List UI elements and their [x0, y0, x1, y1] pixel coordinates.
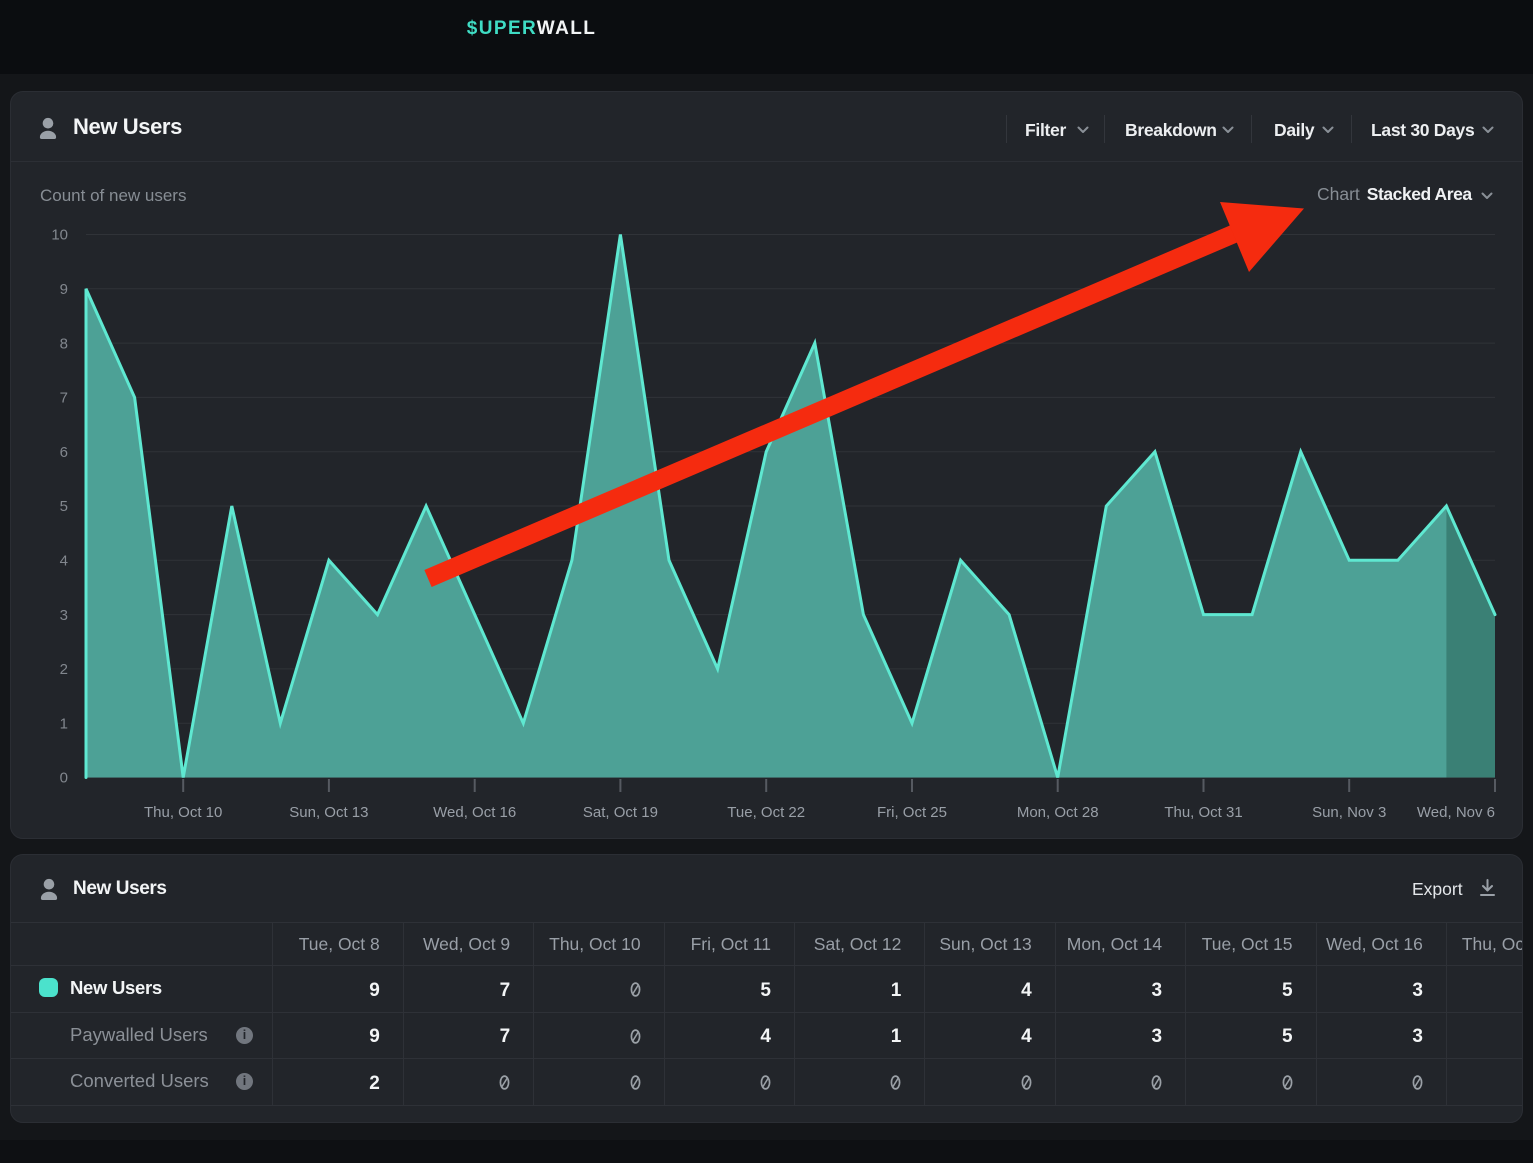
svg-text:Mon, Oct 28: Mon, Oct 28 [1017, 804, 1099, 821]
svg-text:3: 3 [60, 607, 68, 624]
svg-text:Tue, Oct 22: Tue, Oct 22 [727, 804, 805, 821]
svg-text:Wed, Nov 6: Wed, Nov 6 [1417, 804, 1495, 821]
svg-text:Sat, Oct 19: Sat, Oct 19 [583, 804, 658, 821]
svg-text:Fri, Oct 25: Fri, Oct 25 [877, 804, 947, 821]
svg-text:7: 7 [60, 390, 68, 407]
svg-text:10: 10 [51, 227, 68, 244]
svg-text:9: 9 [60, 281, 68, 298]
svg-text:6: 6 [60, 444, 68, 461]
svg-text:Thu, Oct 10: Thu, Oct 10 [144, 804, 222, 821]
svg-text:Thu, Oct 31: Thu, Oct 31 [1164, 804, 1242, 821]
svg-text:2: 2 [60, 661, 68, 678]
svg-text:1: 1 [60, 715, 68, 732]
svg-text:4: 4 [60, 553, 68, 570]
svg-text:Sun, Oct 13: Sun, Oct 13 [289, 804, 368, 821]
svg-text:Sun, Nov 3: Sun, Nov 3 [1312, 804, 1386, 821]
svg-text:5: 5 [60, 498, 68, 515]
svg-text:Wed, Oct 16: Wed, Oct 16 [433, 804, 516, 821]
svg-text:8: 8 [60, 335, 68, 352]
svg-text:0: 0 [60, 770, 68, 787]
